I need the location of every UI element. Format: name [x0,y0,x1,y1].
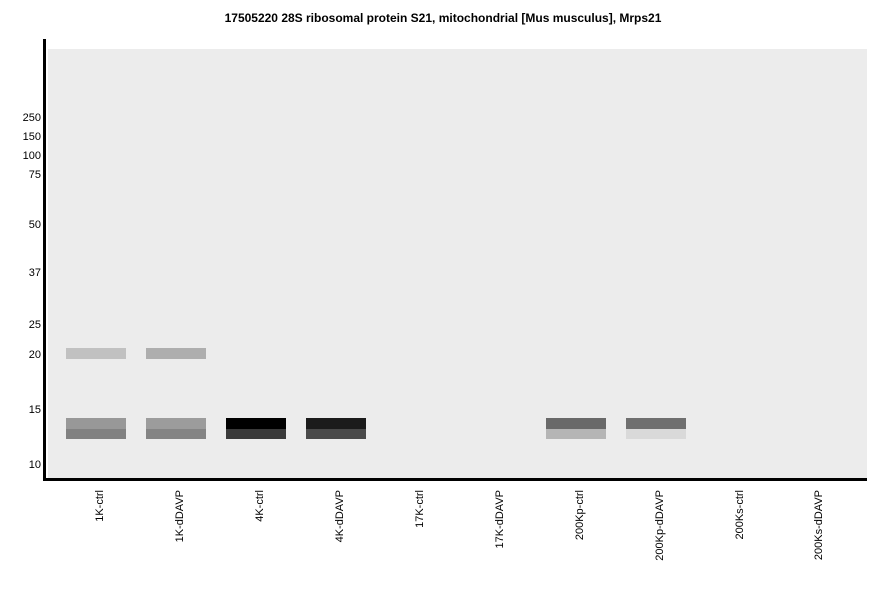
y-axis-tick-label: 100 [22,150,41,162]
x-axis-spine [43,478,867,481]
gel-band [626,429,686,439]
gel-band [546,418,606,429]
x-axis-lane-label-text: 1K-dDAVP [174,490,186,543]
x-axis-lane-label-text: 17K-dDAVP [494,490,506,549]
x-axis-lane-label-text: 1K-ctrl [94,490,106,522]
gel-band [306,418,366,429]
y-axis-tick-label: 25 [28,319,41,331]
gel-band [306,429,366,439]
y-axis-tick-label: 50 [28,219,41,231]
gel-band [626,418,686,429]
gel-band [546,429,606,439]
x-axis-lane-label-text: 200Kp-dDAVP [654,490,666,561]
x-axis-lane-label-text: 200Ks-ctrl [734,490,746,540]
x-axis-lane-label-text: 4K-dDAVP [334,490,346,543]
x-axis-lane-label-text: 4K-ctrl [254,490,266,522]
gel-band [66,429,126,439]
y-axis-tick-label: 10 [28,459,41,471]
chart-title: 17505220 28S ribosomal protein S21, mito… [224,11,662,25]
gel-band [66,418,126,429]
gel-band [66,348,126,359]
gel-band [226,418,286,429]
y-axis-tick-label: 15 [28,404,41,416]
gel-band [146,429,206,439]
y-axis-tick-label: 37 [28,267,41,279]
y-axis-tick-label: 250 [22,112,41,124]
y-axis-tick-label: 20 [28,349,41,361]
x-axis-lane-label-text: 17K-ctrl [414,490,426,528]
gel-band [146,348,206,359]
gel-band [146,418,206,429]
x-axis-lane-label-text: 200Kp-ctrl [574,490,586,541]
y-axis-tick-label: 150 [22,131,41,143]
x-axis-lane-label-text: 200Ks-dDAVP [813,490,825,561]
gel-band [226,429,286,439]
y-axis-spine [43,39,46,481]
y-axis-tick-label: 75 [28,169,41,181]
gel-area [48,49,867,478]
